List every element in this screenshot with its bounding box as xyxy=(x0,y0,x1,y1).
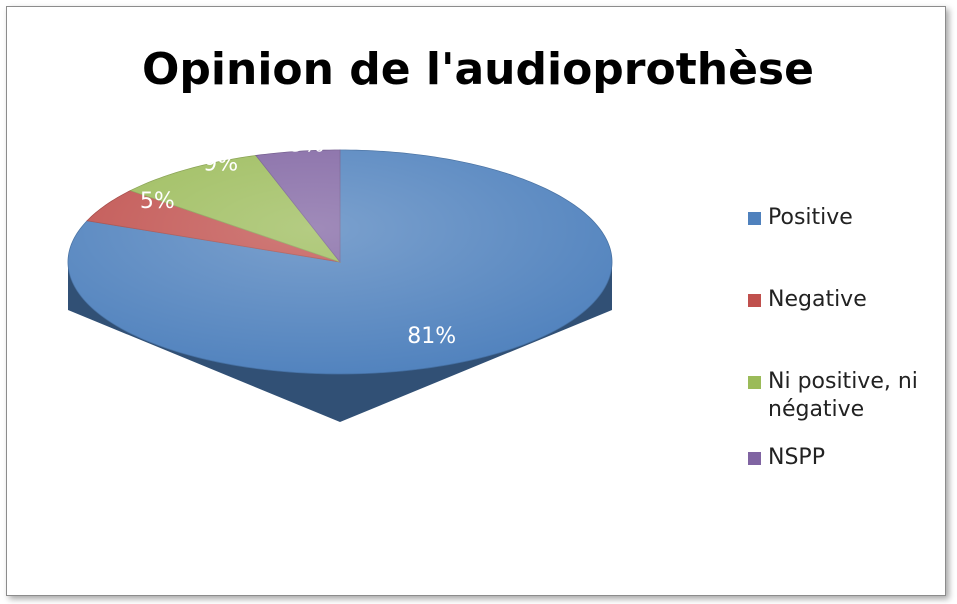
legend-label: Negative xyxy=(768,287,867,312)
legend-label: Positive xyxy=(768,205,853,230)
data-label: 9% xyxy=(203,151,238,176)
legend-item: NSPP xyxy=(748,444,948,472)
legend-swatch xyxy=(748,376,761,389)
legend-item: Negative xyxy=(748,286,948,314)
data-label: 5% xyxy=(289,133,324,158)
legend-item: Positive xyxy=(748,204,948,232)
legend-swatch xyxy=(748,452,761,465)
chart-title: Opinion de l'audioprothèse xyxy=(142,44,814,95)
legend-swatch xyxy=(748,212,761,225)
legend-label: NSPP xyxy=(768,445,825,470)
legend-swatch xyxy=(748,294,761,307)
data-label: 81% xyxy=(407,324,456,349)
pie-side xyxy=(68,262,612,422)
legend-item: Ni positive, ni négative xyxy=(748,368,948,424)
data-label: 5% xyxy=(140,189,175,214)
legend-label: Ni positive, ni négative xyxy=(768,369,918,422)
